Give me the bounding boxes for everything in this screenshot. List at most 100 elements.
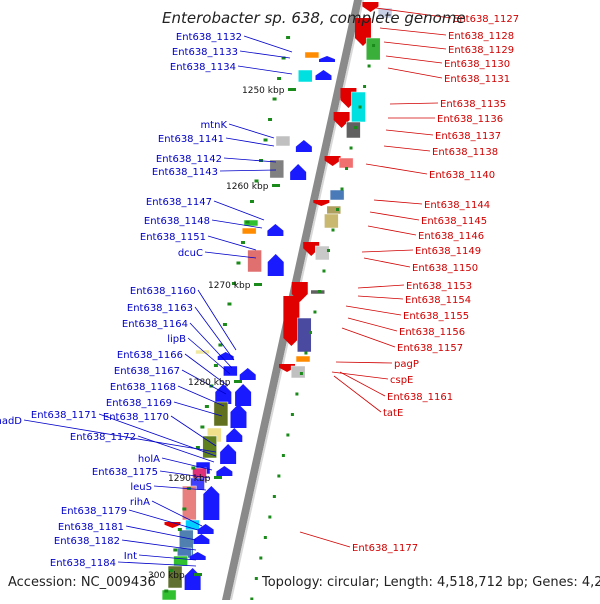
tick-mark [236,261,241,265]
left-gene-label: rihA [130,497,150,508]
left-leader-line [98,413,217,457]
tick-mark [254,577,258,580]
left-gene-label: lipB [167,334,186,345]
left-leader-line [243,35,293,53]
gene-box [295,355,311,363]
gene-box [351,91,366,123]
gene-box [297,317,312,353]
left-leader-line [194,306,235,361]
tick-mark [354,126,358,129]
tick-mark [336,208,339,211]
gene-arrow [217,352,234,360]
right-gene-label: Ent638_1144 [424,200,490,211]
gene-arrow [362,2,379,12]
left-leader-line [23,419,217,453]
right-gene-label: Ent638_1161 [387,392,453,403]
right-gene-label: Ent638_1135 [440,99,506,110]
gene-box [346,121,361,139]
kbp-label: 1270 kbp [208,281,251,291]
kbp-label: 1280 kbp [188,378,231,388]
right-gene-label: Ent638_1177 [352,543,418,554]
accession-text: Accession: NC_009436 [8,575,156,590]
tick-mark [231,282,236,285]
gene-box [182,485,197,521]
left-leader-line [159,470,211,479]
right-leader-line [375,7,452,19]
gene-arrow [333,112,350,128]
left-leader-line [187,337,231,375]
tick-mark [322,269,326,273]
left-gene-label: Ent638_1142 [156,154,222,165]
gene-box [329,189,345,201]
tick-mark [204,405,209,408]
gene-box [173,555,188,567]
left-gene-label: Ent638_1172 [70,432,136,443]
right-gene-label: Ent638_1157 [397,343,463,354]
left-gene-label: Ent638_1164 [122,319,188,330]
left-gene-label: Int [124,551,137,562]
left-gene-label: Ent638_1171 [31,410,97,421]
tick-mark [295,392,299,396]
position-ticks [164,36,376,601]
right-leader-line [361,249,414,253]
left-leader-line [228,123,275,139]
tick-mark [218,343,223,347]
left-gene-label: nadD [0,416,22,427]
tick-mark [200,425,205,429]
left-gene-label: leuS [130,482,152,493]
tick-mark [367,64,371,68]
gene-box [290,365,306,379]
tick-mark [240,241,245,244]
right-leader-line [299,531,351,548]
left-leader-line [151,500,203,527]
left-leader-line [128,509,199,531]
right-gene-label: Ent638_1146 [418,231,484,242]
tick-mark [304,351,308,355]
right-leader-line [357,295,404,300]
left-gene-label: mtnK [200,120,227,131]
tick-mark [250,597,254,601]
tick-mark [372,44,376,47]
gene-box [365,37,381,61]
right-leader-line [383,41,447,50]
right-gene-label: Ent638_1145 [421,216,487,227]
left-leader-line [239,50,291,59]
left-leader-line [125,525,197,541]
gene-arrow [189,552,206,560]
tick-mark [281,454,285,457]
left-gene-label: Ent638_1166 [117,350,183,361]
gene-box [269,159,285,179]
gene-arrow [197,524,214,534]
gene-features [161,2,393,601]
tick-mark [363,85,367,88]
tick-mark [308,331,312,334]
label-leader-lines [23,7,452,567]
tick-mark [277,77,282,80]
right-gene-label: cspE [390,375,413,386]
gene-arrow [319,56,336,62]
tick-mark [254,179,259,183]
tick-mark [213,364,218,367]
left-gene-label: Ent638_1133 [172,47,238,58]
gene-box [304,51,320,59]
gene-arrow [324,156,341,166]
left-leader-line [204,251,257,259]
left-leader-line [170,415,217,447]
gene-arrow [216,466,233,476]
tick-mark [168,569,173,572]
left-gene-label: Ent638_1169 [106,398,172,409]
kbp-tick [254,283,262,286]
right-leader-line [345,305,402,316]
gene-arrow [215,384,232,404]
left-gene-label: Ent638_1151 [140,232,206,243]
left-leader-line [138,554,197,561]
left-gene-label: Ent638_1134 [170,62,236,73]
right-gene-label: Ent638_1131 [444,74,510,85]
tick-mark [286,433,290,437]
right-gene-label: Ent638_1138 [432,147,498,158]
gene-arrow [230,404,247,428]
tick-mark [268,118,273,121]
tick-mark [259,556,263,560]
kbp-tick [194,573,202,576]
